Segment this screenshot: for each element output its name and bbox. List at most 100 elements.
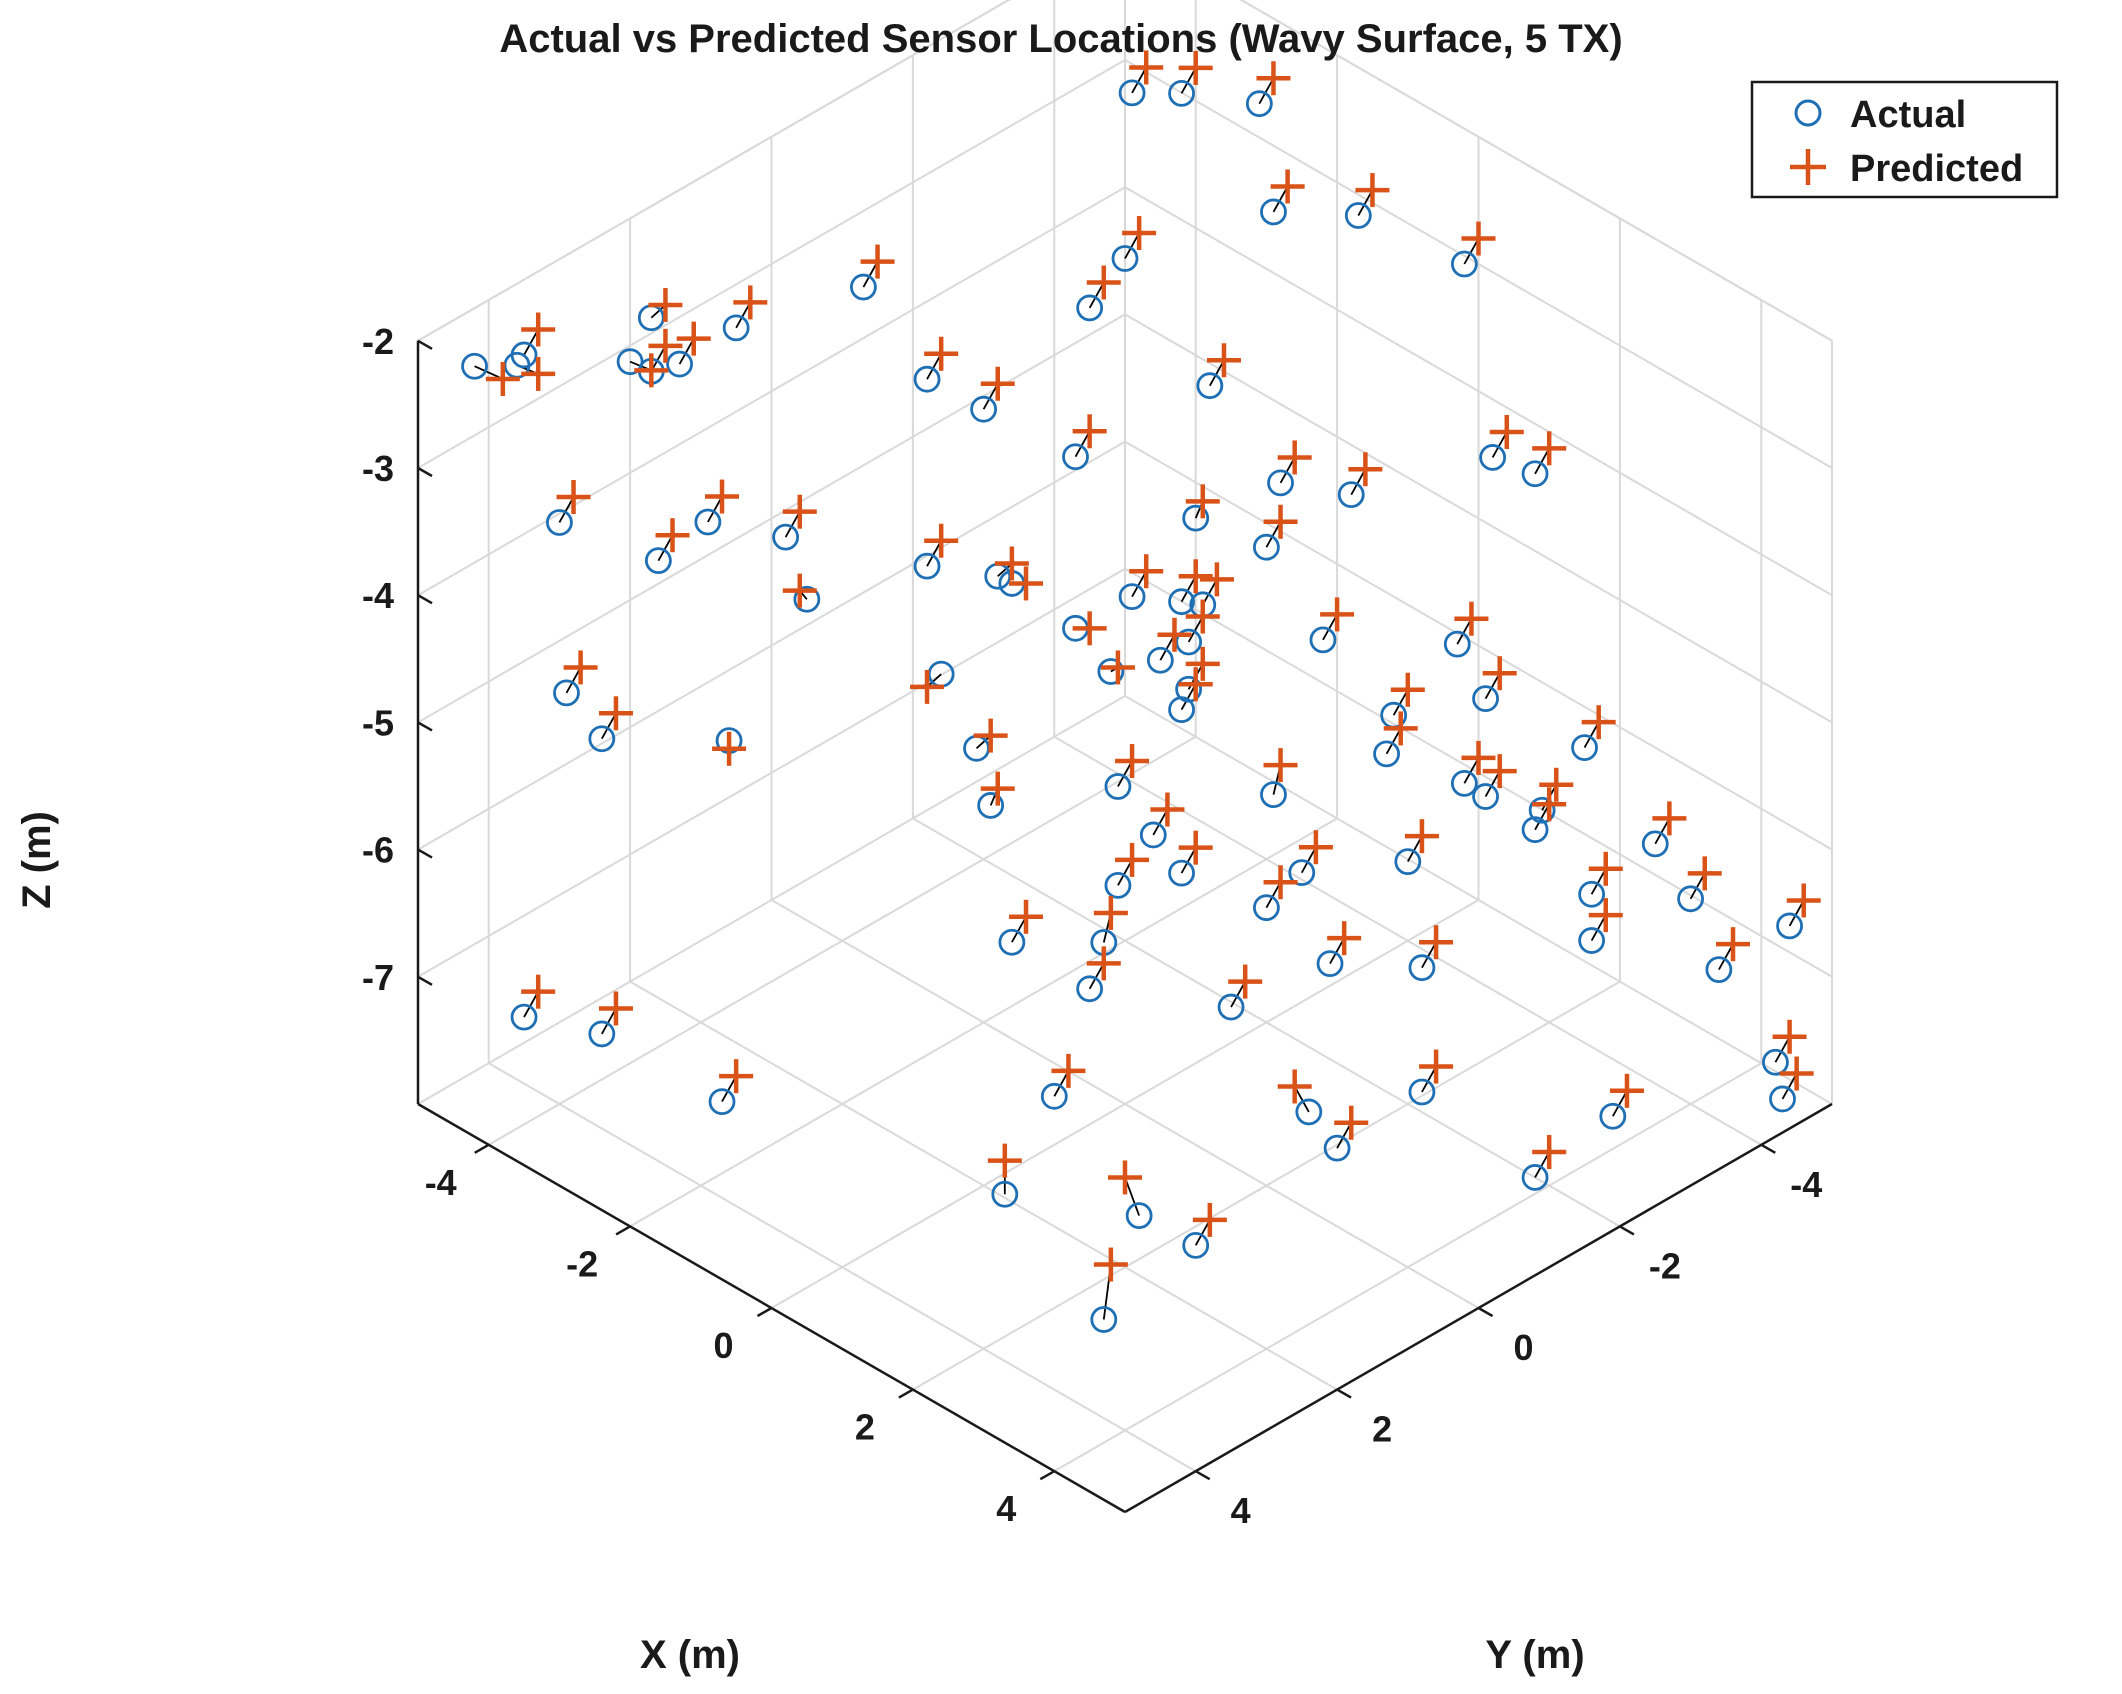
error-line	[523, 991, 539, 1018]
actual-point	[1288, 859, 1316, 887]
predicted-point	[1178, 50, 1213, 85]
x-tick-label: 2	[855, 1407, 875, 1448]
actual-point	[666, 350, 693, 378]
actual-point	[1253, 894, 1280, 922]
predicted-point	[1072, 414, 1107, 449]
predicted-point	[1532, 1135, 1567, 1169]
error-line	[601, 1008, 617, 1035]
error-line	[558, 496, 575, 523]
predicted-point	[1482, 754, 1517, 789]
predicted-point	[1185, 646, 1220, 681]
gridline	[417, 440, 1126, 851]
error-line	[1180, 67, 1197, 94]
gridline	[629, 980, 1338, 1391]
predicted-point	[1185, 599, 1220, 634]
predicted-point	[1086, 946, 1121, 981]
actual-point	[553, 679, 580, 707]
gridline	[912, 817, 1621, 1228]
predicted-point	[1482, 656, 1517, 691]
actual-point	[1076, 975, 1104, 1003]
actual-point	[1344, 202, 1372, 229]
predicted-point	[1115, 842, 1150, 877]
predicted-point	[1270, 169, 1305, 204]
predicted-point	[1588, 851, 1623, 886]
predicted-point	[655, 518, 690, 553]
actual-point	[1705, 956, 1733, 983]
actual-point	[1146, 646, 1174, 674]
predicted-point	[1588, 898, 1623, 933]
actual-point	[1677, 885, 1704, 913]
error-line	[926, 353, 942, 380]
error-line	[1463, 757, 1480, 784]
x-tick	[615, 1225, 631, 1236]
legend[interactable]: Actual Predicted	[1750, 80, 2059, 199]
predicted-point	[1072, 611, 1107, 646]
predicted-point	[1122, 216, 1157, 251]
legend-actual-marker	[1794, 99, 1822, 127]
x-tick	[898, 1388, 914, 1399]
actual-point	[1118, 583, 1146, 611]
gridline	[417, 186, 1126, 597]
y-tick-label: 0	[1513, 1327, 1533, 1368]
actual-point	[1337, 481, 1365, 509]
actual-point	[1182, 504, 1210, 532]
predicted-point	[634, 353, 669, 388]
error-line	[1484, 770, 1501, 797]
actual-point	[1217, 993, 1245, 1021]
actual-point	[1769, 1085, 1796, 1113]
predicted-point	[676, 321, 711, 356]
error-line	[1484, 672, 1501, 700]
error-line	[1788, 900, 1805, 927]
y-tick	[1760, 1143, 1776, 1154]
predicted-point	[705, 479, 740, 514]
actual-point	[1479, 444, 1507, 471]
error-line	[1209, 359, 1225, 387]
error-line	[707, 496, 723, 523]
predicted-point	[712, 731, 747, 766]
z-tick-label: -3	[362, 448, 394, 489]
z-tick-label: -7	[362, 957, 394, 998]
actual-point	[1578, 880, 1606, 908]
actual-point	[970, 395, 997, 423]
grid-layer	[417, 0, 1833, 1473]
predicted-point	[1115, 744, 1150, 779]
predicted-point	[782, 494, 817, 529]
error-line	[1612, 1090, 1628, 1117]
actual-point	[708, 1088, 736, 1115]
actual-point	[1118, 79, 1146, 107]
predicted-point	[1277, 1069, 1312, 1104]
predicted-point	[1093, 895, 1128, 930]
error-line	[721, 1075, 737, 1103]
x-tick-label: 0	[713, 1325, 733, 1366]
predicted-point	[1454, 601, 1489, 636]
predicted-point	[648, 328, 683, 363]
predicted-point	[1192, 1202, 1227, 1237]
predicted-point	[1086, 265, 1121, 300]
actual-point	[1472, 783, 1499, 810]
z-tick	[417, 848, 433, 859]
predicted-point	[782, 573, 817, 608]
predicted-point	[1779, 1056, 1814, 1091]
error-line	[1322, 613, 1338, 641]
actual-point	[1168, 79, 1195, 107]
y-tick-label: 2	[1372, 1409, 1392, 1450]
error-line	[1534, 1151, 1550, 1178]
gridline	[1124, 440, 1833, 851]
predicted-point	[1185, 484, 1220, 519]
error-line	[1074, 430, 1091, 458]
error-line	[1774, 1036, 1791, 1063]
predicted-point	[1772, 1019, 1807, 1054]
actual-point	[1040, 1082, 1068, 1110]
actual-point	[913, 552, 941, 580]
predicted-point	[924, 336, 959, 371]
predicted-point	[1263, 748, 1298, 783]
actual-point	[1090, 1306, 1118, 1333]
actual-point	[1450, 769, 1478, 797]
predicted-point	[521, 356, 556, 391]
predicted-point	[1100, 650, 1135, 685]
actual-point	[644, 547, 672, 575]
predicted-point	[1419, 1049, 1454, 1084]
z-tick	[417, 721, 433, 732]
predicted-point	[1150, 792, 1185, 827]
